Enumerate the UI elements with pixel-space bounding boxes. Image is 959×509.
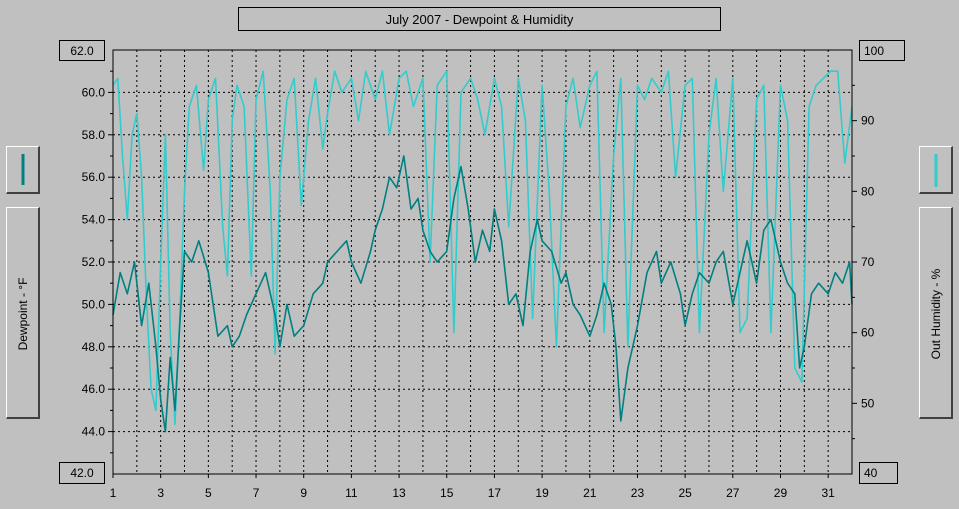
x-tick-label: 5 <box>205 486 212 500</box>
x-tick-label: 9 <box>300 486 307 500</box>
x-tick-label: 13 <box>392 486 406 500</box>
left-tick-label: 52.0 <box>82 255 106 269</box>
right-tick-label: 70 <box>861 255 875 269</box>
humidity-line-icon <box>934 154 938 187</box>
x-axis-ticks: 1 3 5 7 9 11 13 15 17 19 21 23 25 27 29 31 <box>110 474 835 500</box>
x-tick-label: 7 <box>253 486 260 500</box>
right-axis-ticks: 50 60 70 80 90 <box>852 84 875 440</box>
left-tick-label: 44.0 <box>82 425 106 439</box>
left-tick-label: 58.0 <box>82 128 106 142</box>
left-tick-label: 56.0 <box>82 170 106 184</box>
right-tick-label: 80 <box>861 184 875 198</box>
x-tick-label: 17 <box>488 486 502 500</box>
humidity-axis-label-panel: Out Humidity - % <box>919 207 953 419</box>
dewpoint-series-line <box>112 155 853 433</box>
humidity-legend-swatch <box>919 146 953 194</box>
dewpoint-legend-swatch <box>6 146 40 194</box>
x-tick-label: 1 <box>110 486 117 500</box>
left-tick-label: 48.0 <box>82 340 106 354</box>
left-tick-label: 60.0 <box>82 85 106 99</box>
x-tick-label: 3 <box>157 486 164 500</box>
left-tick-label: 54.0 <box>82 213 106 227</box>
right-axis-bottom-value: 40 <box>859 462 898 484</box>
right-tick-label: 90 <box>861 114 875 128</box>
series-lines <box>112 70 853 433</box>
x-tick-label: 27 <box>726 486 740 500</box>
x-tick-label: 31 <box>821 486 835 500</box>
x-tick-label: 29 <box>774 486 788 500</box>
x-tick-label: 25 <box>678 486 692 500</box>
x-tick-label: 23 <box>631 486 645 500</box>
x-tick-label: 19 <box>535 486 549 500</box>
right-tick-label: 50 <box>861 396 875 410</box>
dewpoint-line-icon <box>21 154 25 185</box>
x-tick-label: 21 <box>583 486 597 500</box>
left-axis-bottom-value: 42.0 <box>59 462 105 484</box>
x-tick-label: 15 <box>440 486 454 500</box>
grid-lines <box>113 50 852 474</box>
humidity-series-line <box>112 70 853 426</box>
left-axis-top-value: 62.0 <box>59 40 105 61</box>
right-axis-top-value: 100 <box>859 40 905 61</box>
x-tick-label: 11 <box>345 486 358 500</box>
right-tick-label: 60 <box>861 326 875 340</box>
dewpoint-axis-label-panel: Dewpoint - °F <box>6 207 40 419</box>
left-tick-label: 50.0 <box>82 297 106 311</box>
chart-title: July 2007 - Dewpoint & Humidity <box>238 7 721 31</box>
left-tick-label: 46.0 <box>82 382 106 396</box>
left-axis-ticks: 44.0 46.0 48.0 50.0 52.0 54.0 56.0 58.0 60.0 <box>82 70 113 454</box>
